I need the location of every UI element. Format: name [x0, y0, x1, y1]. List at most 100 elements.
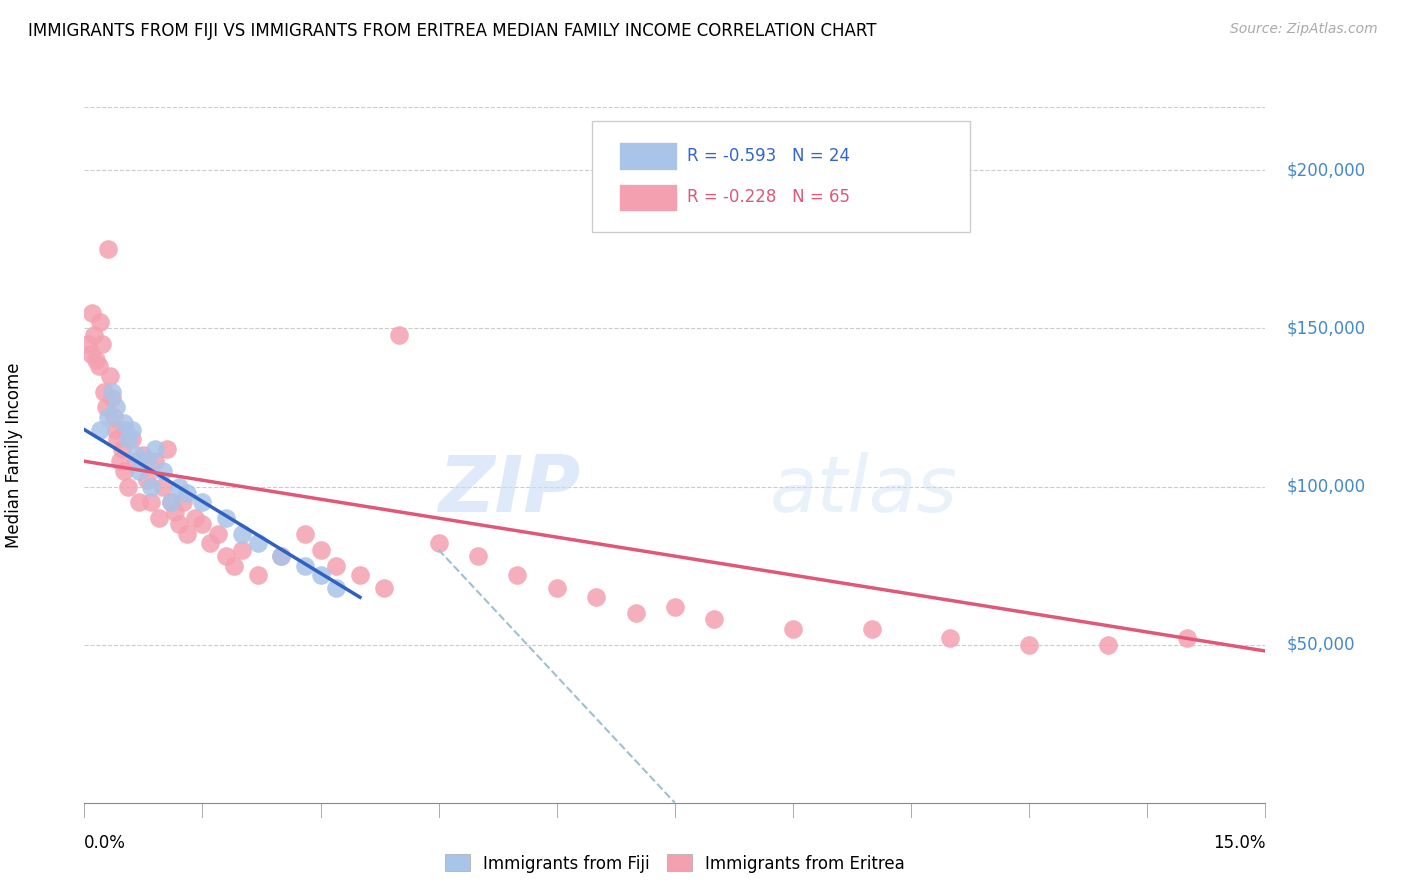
Point — [148, 511, 170, 525]
Point — [84, 353, 107, 368]
Point — [167, 517, 190, 532]
Point — [467, 549, 489, 563]
Point — [108, 454, 131, 468]
Point — [83, 327, 105, 342]
Point — [349, 568, 371, 582]
Point — [136, 454, 159, 468]
Point — [111, 442, 134, 456]
Point — [152, 464, 174, 478]
Point — [121, 432, 143, 446]
Point — [136, 473, 159, 487]
Text: R = -0.228   N = 65: R = -0.228 N = 65 — [686, 188, 849, 206]
Text: 15.0%: 15.0% — [1213, 834, 1265, 852]
Point — [373, 581, 395, 595]
Point — [124, 448, 146, 462]
Point — [624, 606, 647, 620]
Point — [388, 327, 411, 342]
Point — [1175, 632, 1198, 646]
Point — [152, 479, 174, 493]
Point — [309, 568, 332, 582]
Point — [506, 568, 529, 582]
Point — [156, 442, 179, 456]
Text: 0.0%: 0.0% — [84, 834, 127, 852]
Point — [101, 391, 124, 405]
Point — [121, 423, 143, 437]
Point — [270, 549, 292, 563]
Point — [124, 454, 146, 468]
Text: Source: ZipAtlas.com: Source: ZipAtlas.com — [1230, 22, 1378, 37]
Point — [93, 384, 115, 399]
Point — [782, 622, 804, 636]
Point — [172, 495, 194, 509]
Point — [132, 448, 155, 462]
Point — [90, 337, 112, 351]
FancyBboxPatch shape — [620, 142, 678, 169]
Point — [112, 464, 135, 478]
Point — [128, 464, 150, 478]
Point — [141, 495, 163, 509]
Point — [89, 315, 111, 329]
Text: R = -0.593   N = 24: R = -0.593 N = 24 — [686, 147, 849, 165]
Point — [176, 527, 198, 541]
Point — [97, 409, 120, 424]
Point — [246, 568, 269, 582]
Point — [117, 432, 139, 446]
Point — [117, 479, 139, 493]
Point — [141, 479, 163, 493]
Text: ZIP: ZIP — [439, 451, 581, 528]
Point — [585, 591, 607, 605]
Point — [104, 423, 127, 437]
Point — [112, 417, 135, 431]
Point — [231, 542, 253, 557]
Text: $150,000: $150,000 — [1286, 319, 1365, 337]
FancyBboxPatch shape — [620, 184, 678, 211]
Point — [103, 409, 125, 424]
Point — [215, 549, 238, 563]
Point — [246, 536, 269, 550]
Point — [128, 495, 150, 509]
Point — [89, 423, 111, 437]
Point — [176, 486, 198, 500]
Point — [215, 511, 238, 525]
Point — [703, 612, 725, 626]
Text: $200,000: $200,000 — [1286, 161, 1365, 179]
Point — [143, 442, 166, 456]
Text: $50,000: $50,000 — [1286, 636, 1355, 654]
Point — [939, 632, 962, 646]
Point — [325, 581, 347, 595]
Point — [664, 599, 686, 614]
Point — [231, 527, 253, 541]
Point — [427, 536, 450, 550]
Point — [191, 517, 214, 532]
Point — [207, 527, 229, 541]
Legend: Immigrants from Fiji, Immigrants from Eritrea: Immigrants from Fiji, Immigrants from Er… — [439, 847, 911, 880]
Text: atlas: atlas — [769, 451, 957, 528]
Point — [309, 542, 332, 557]
Point — [101, 384, 124, 399]
Point — [160, 495, 183, 509]
Point — [82, 305, 104, 319]
Point — [860, 622, 883, 636]
Point — [79, 347, 101, 361]
Point — [294, 558, 316, 573]
Point — [87, 359, 110, 374]
Point — [191, 495, 214, 509]
Point — [96, 401, 118, 415]
Point — [1097, 638, 1119, 652]
FancyBboxPatch shape — [592, 121, 970, 232]
Text: Median Family Income: Median Family Income — [6, 362, 22, 548]
Point — [77, 337, 100, 351]
Point — [270, 549, 292, 563]
Point — [143, 454, 166, 468]
Point — [114, 423, 136, 437]
Point — [200, 536, 222, 550]
Point — [98, 368, 121, 383]
Text: IMMIGRANTS FROM FIJI VS IMMIGRANTS FROM ERITREA MEDIAN FAMILY INCOME CORRELATION: IMMIGRANTS FROM FIJI VS IMMIGRANTS FROM … — [28, 22, 876, 40]
Point — [160, 495, 183, 509]
Point — [222, 558, 245, 573]
Point — [163, 505, 186, 519]
Point — [183, 511, 205, 525]
Text: $100,000: $100,000 — [1286, 477, 1365, 496]
Point — [294, 527, 316, 541]
Point — [107, 432, 129, 446]
